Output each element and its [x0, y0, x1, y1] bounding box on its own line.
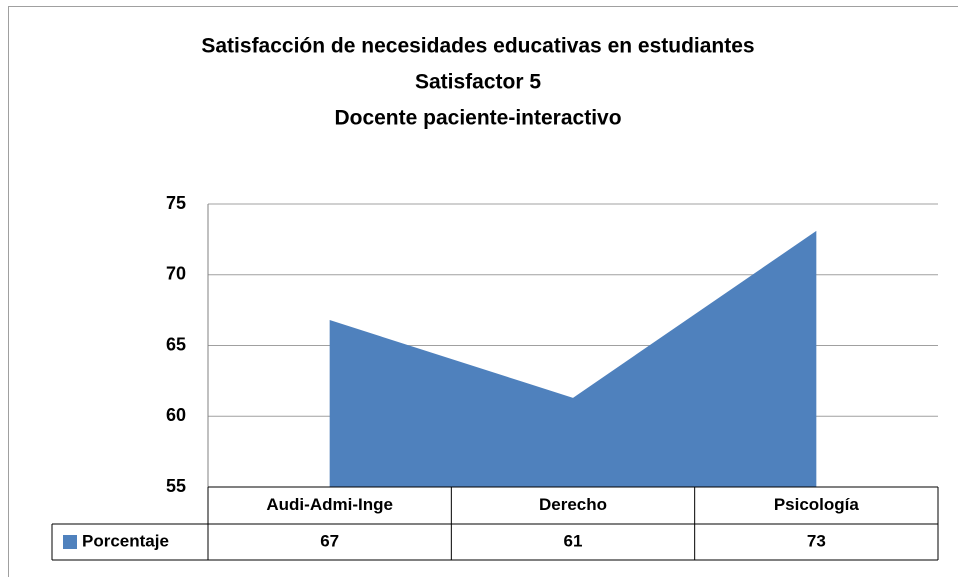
chart-title: Satisfactor 5 [415, 71, 541, 94]
area [329, 230, 817, 487]
data-label: 73 [807, 531, 826, 550]
y-tick-label: 55 [166, 476, 186, 496]
x-tick-label: Audi-Admi-Inge [266, 495, 393, 514]
chart-title: Docente paciente-interactivo [334, 107, 621, 130]
chart-border [8, 6, 958, 577]
x-tick-label: Psicología [774, 495, 860, 514]
y-tick-label: 70 [166, 264, 186, 284]
y-tick-label: 65 [166, 334, 186, 354]
chart-title: Satisfacción de necesidades educativas e… [201, 35, 754, 58]
y-tick-label: 75 [166, 193, 186, 213]
y-tick-label: 60 [166, 405, 186, 425]
legend-label: Porcentaje [82, 531, 169, 550]
data-label: 61 [564, 531, 583, 550]
data-label: 67 [320, 531, 339, 550]
x-tick-label: Derecho [539, 495, 607, 514]
legend-swatch [63, 535, 77, 549]
